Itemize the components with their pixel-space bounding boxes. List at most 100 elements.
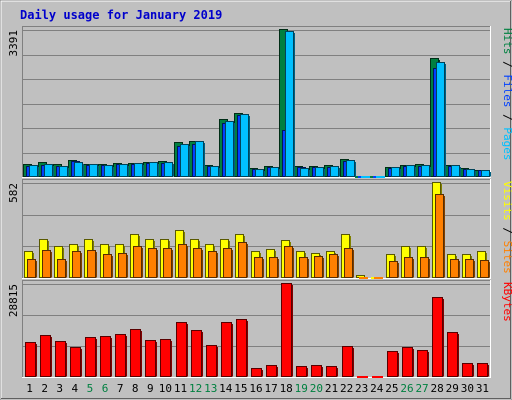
bar-sites-day-22: [344, 248, 353, 278]
bar-pages-day-25: [391, 167, 400, 177]
series-sites: [27, 194, 490, 279]
bar-kbytes-day-2: [40, 335, 51, 377]
bar-pages-day-18: [285, 31, 294, 177]
bar-sites-day-26: [404, 257, 413, 278]
bar-kbytes-day-19: [296, 366, 307, 377]
bar-pages-day-15: [240, 114, 249, 177]
bar-kbytes-day-27: [417, 350, 428, 377]
bar-pages-day-17: [270, 167, 279, 177]
bar-sites-day-13: [208, 251, 217, 278]
bar-kbytes-day-24: [372, 376, 383, 378]
bar-kbytes-day-11: [176, 322, 187, 377]
bar-kbytes-day-10: [160, 339, 171, 377]
bar-sites-day-23: [359, 277, 368, 279]
panel-background: [22, 26, 491, 178]
bar-pages-day-24: [376, 176, 385, 178]
bar-pages-day-9: [149, 162, 158, 177]
panel-2: 582 Visits / Sites: [7, 179, 512, 279]
bar-pages-day-23: [361, 176, 370, 178]
x-tick-label-day-28: 28: [431, 382, 444, 395]
bar-kbytes-day-12: [191, 330, 202, 377]
bar-pages-day-27: [421, 165, 430, 177]
bar-kbytes-day-4: [70, 347, 81, 377]
bar-kbytes-day-18: [281, 283, 292, 377]
x-tick-label-day-21: 21: [325, 382, 338, 395]
bar-kbytes-day-20: [311, 365, 322, 377]
bar-sites-day-8: [133, 246, 142, 278]
bar-pages-day-31: [481, 170, 490, 177]
bar-kbytes-day-13: [206, 345, 217, 377]
bar-pages-day-5: [89, 164, 98, 177]
bar-sites-day-25: [389, 261, 398, 278]
bar-pages-day-20: [315, 167, 324, 177]
bar-pages-day-30: [466, 169, 475, 177]
x-tick-label-day-25: 25: [385, 382, 398, 395]
bar-pages-day-6: [104, 165, 113, 177]
bar-pages-day-19: [300, 168, 309, 177]
bar-pages-day-2: [44, 164, 53, 177]
bar-kbytes-day-5: [85, 337, 96, 377]
x-tick-label-day-24: 24: [370, 382, 384, 395]
bar-pages-day-11: [180, 144, 189, 177]
x-tick-label-day-9: 9: [147, 382, 154, 395]
bar-kbytes-day-22: [342, 346, 353, 377]
legend-kbytes: KBytes: [501, 282, 512, 322]
y-max-label: 3391: [7, 30, 20, 57]
bar-pages-day-12: [195, 141, 204, 177]
x-tick-label-day-31: 31: [476, 382, 489, 395]
bar-kbytes-day-30: [462, 363, 473, 377]
bar-pages-day-13: [210, 166, 219, 177]
bar-kbytes-day-17: [266, 365, 277, 377]
bar-sites-day-7: [118, 253, 127, 278]
bar-kbytes-day-6: [100, 336, 111, 377]
bar-kbytes-day-3: [55, 341, 66, 377]
bar-kbytes-day-26: [402, 347, 413, 377]
bar-pages-day-21: [330, 166, 339, 177]
bar-pages-day-8: [134, 163, 143, 177]
legend-separator: /: [501, 221, 512, 241]
x-tick-label-day-20: 20: [310, 382, 323, 395]
x-tick-label-day-27: 27: [415, 382, 428, 395]
bar-sites-day-14: [223, 248, 232, 278]
x-tick-label-day-29: 29: [446, 382, 459, 395]
bar-kbytes-day-7: [115, 334, 126, 377]
x-tick-label-day-7: 7: [117, 382, 124, 395]
x-tick-label-day-8: 8: [132, 382, 139, 395]
bar-pages-day-10: [164, 162, 173, 177]
bar-kbytes-day-25: [387, 351, 398, 377]
x-tick-label-day-16: 16: [249, 382, 262, 395]
series-kbytes: [25, 283, 489, 378]
bar-sites-day-19: [299, 257, 308, 278]
bar-sites-day-3: [57, 259, 66, 278]
bar-sites-day-30: [465, 259, 474, 278]
bar-kbytes-day-31: [477, 363, 488, 377]
bar-sites-day-9: [148, 248, 157, 278]
bar-sites-day-29: [450, 259, 459, 278]
x-tick-label-day-2: 2: [41, 382, 48, 395]
bar-sites-day-6: [103, 254, 112, 278]
x-tick-label-day-15: 15: [234, 382, 247, 395]
bar-sites-day-17: [269, 257, 278, 278]
bar-kbytes-day-1: [25, 342, 36, 377]
x-tick-label-day-12: 12: [189, 382, 202, 395]
panel-legend: Hits / Files / Pages: [501, 28, 512, 161]
bar-pages-day-29: [451, 165, 460, 177]
bar-sites-day-2: [42, 250, 51, 278]
legend-separator: /: [501, 108, 512, 128]
bar-kbytes-day-9: [145, 340, 156, 377]
x-tick-label-day-13: 13: [204, 382, 217, 395]
x-tick-label-day-17: 17: [264, 382, 277, 395]
bar-pages-day-22: [346, 160, 355, 177]
legend-separator: /: [501, 55, 512, 75]
legend-files: Files: [501, 74, 512, 107]
bar-sites-day-18: [284, 246, 293, 278]
bar-kbytes-day-29: [447, 332, 458, 377]
bar-kbytes-day-23: [357, 376, 368, 378]
legend-hits: Hits: [501, 28, 512, 55]
x-tick-label-day-30: 30: [461, 382, 474, 395]
panel-3: 28815 KBytes: [7, 280, 512, 378]
bar-pages-day-7: [119, 164, 128, 177]
bar-pages-day-26: [406, 165, 415, 177]
panel-legend: KBytes: [501, 282, 512, 322]
